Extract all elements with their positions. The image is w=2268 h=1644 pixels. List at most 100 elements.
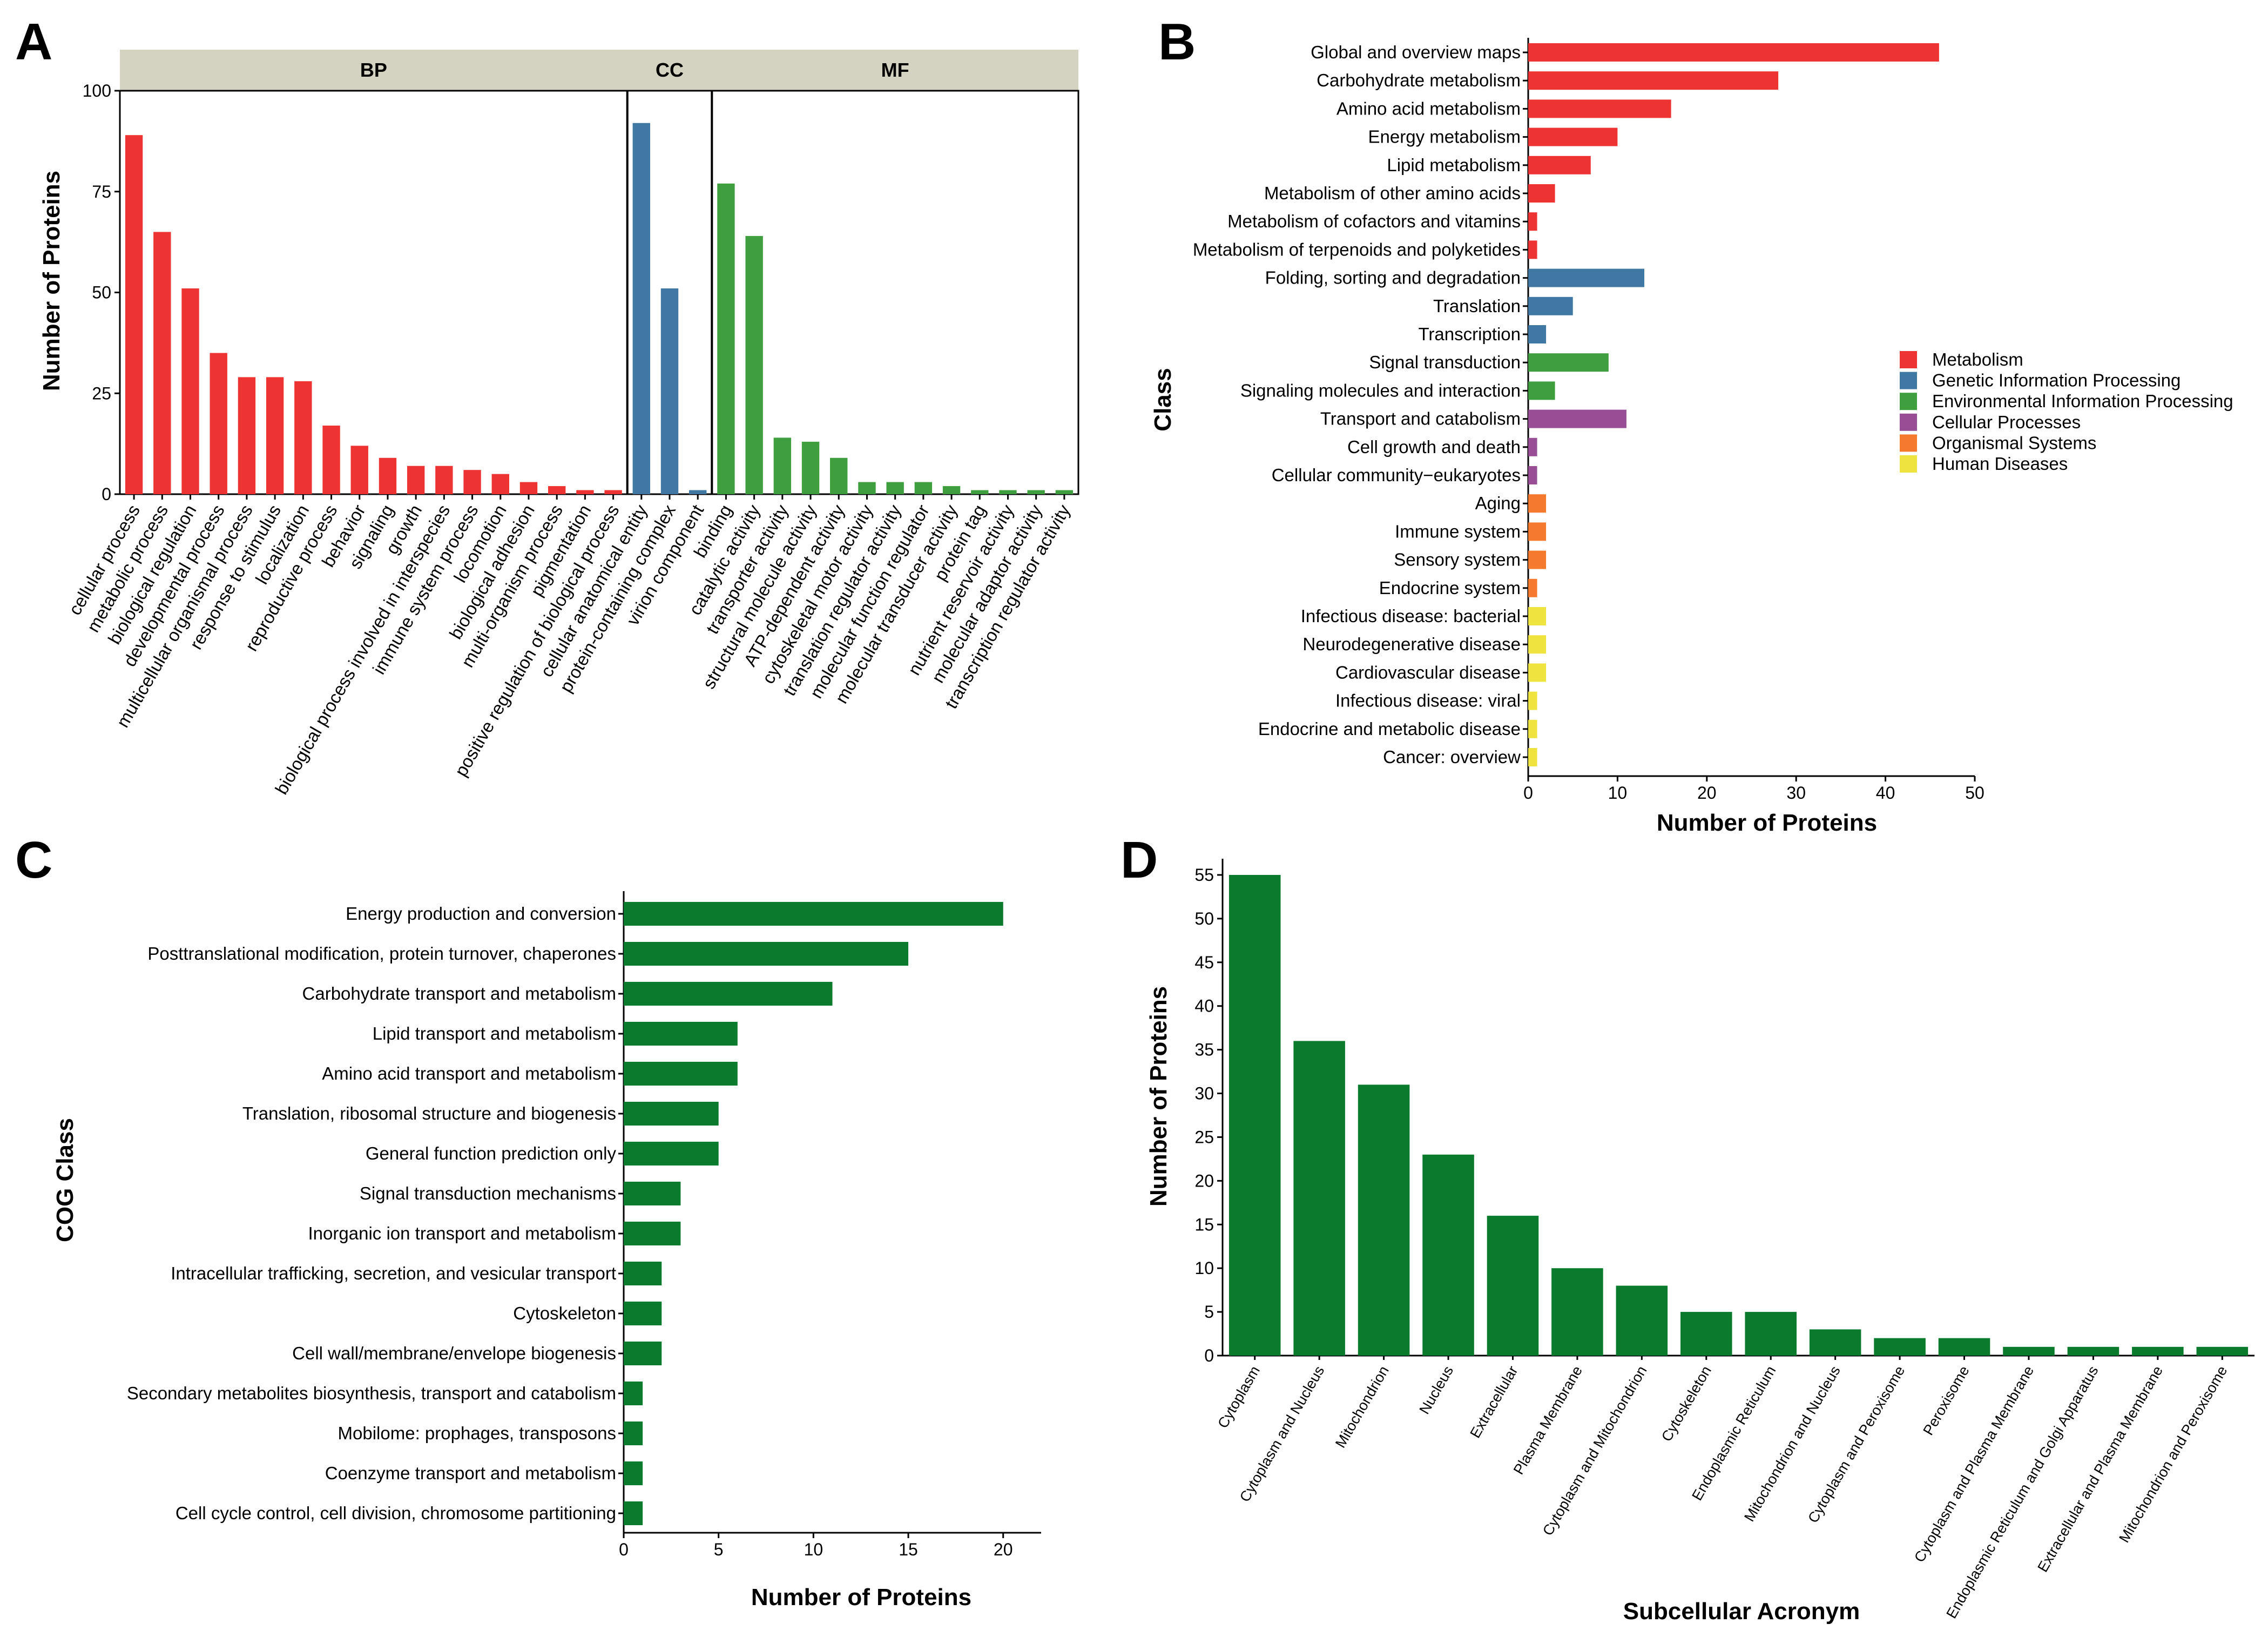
panel-b-legend-label: Organismal Systems <box>1932 433 2096 453</box>
panel-b-bar-endocrine-and-metabolic-disease <box>1528 719 1537 738</box>
panel-b-x-tick-label: 30 <box>1786 783 1806 803</box>
panel-d-bar-mitochondrion-and-nucleus <box>1809 1329 1861 1356</box>
panel-c-bar-secondary-metabolites-biosynthesis-transport-and-catabolism <box>624 1382 643 1405</box>
panel-c-x-tick-label: 15 <box>899 1540 918 1559</box>
panel-b-kegg-chart: Number of Proteins Class 0 10 20 30 40 50 Glob… <box>1150 38 2233 836</box>
panel-d-category-label: Peroxisome <box>1920 1363 1972 1438</box>
panel-b-bar-transcription <box>1528 325 1547 343</box>
panel-b-legend-swatch-metabolism <box>1900 351 1917 368</box>
panel-d-y-tick-label: 50 <box>1194 909 1214 928</box>
panel-b-bar-metabolism-of-terpenoids-and-polyketides <box>1528 240 1537 259</box>
panel-c-category-label: Cell wall/membrane/envelope biogenesis <box>292 1343 616 1363</box>
panel-b-category-label: Carbohydrate metabolism <box>1317 70 1521 90</box>
panel-b-x-tick-label: 40 <box>1876 783 1895 803</box>
panel-b-y-axis-title: Class <box>1150 368 1176 431</box>
panel-b-legend-label: Metabolism <box>1932 349 2023 369</box>
panel-d-y-tick-label: 35 <box>1194 1040 1214 1060</box>
panel-b-bar-neurodegenerative-disease <box>1528 635 1547 654</box>
panel-b-category-label: Cellular community−eukaryotes <box>1272 465 1521 485</box>
panel-d-bar-cytoplasm-and-nucleus <box>1293 1041 1345 1356</box>
panel-d-bar-extracellular-and-plasma-membrane <box>2132 1346 2184 1356</box>
panel-a-bar-locomotion <box>491 474 509 494</box>
panel-c-category-label: Cytoskeleton <box>513 1303 616 1323</box>
panel-a-bar-atp-dependent-activity <box>830 457 848 494</box>
panel-a-facet-label-bp: BP <box>360 59 387 81</box>
panel-c-bar-signal-transduction-mechanisms <box>624 1182 681 1205</box>
panel-b-x-tick-label: 20 <box>1697 783 1717 803</box>
panel-a-y-tick-label: 25 <box>92 383 111 403</box>
panel-b-category-label: Metabolism of other amino acids <box>1264 183 1521 203</box>
panel-b-bar-cancer-overview <box>1528 748 1537 766</box>
panel-b-bar-sensory-system <box>1528 550 1547 569</box>
panel-b-legend-swatch-cellular-processes <box>1900 413 1917 431</box>
panel-d-y-tick-label: 20 <box>1194 1171 1214 1190</box>
panel-d-y-tick-label: 15 <box>1194 1215 1214 1234</box>
panel-d-category-label: Cytoskeleton <box>1658 1363 1714 1444</box>
panel-d-y-tick-label: 45 <box>1194 953 1214 972</box>
panel-c-category-label: Signal transduction mechanisms <box>360 1183 616 1203</box>
panel-b-bar-endocrine-system <box>1528 578 1537 597</box>
panel-d-category-label: Nucleus <box>1416 1363 1456 1417</box>
panel-a-bar-metabolic-process <box>153 232 171 494</box>
panel-b-category-label: Energy metabolism <box>1368 127 1521 147</box>
panel-a-bar-protein-containing-complex <box>660 288 679 494</box>
panel-d-bar-endoplasmic-reticulum <box>1745 1312 1797 1356</box>
panel-b-bar-cell-growth-and-death <box>1528 437 1537 456</box>
panel-b-bar-translation <box>1528 297 1573 315</box>
panel-b-category-label: Transcription <box>1418 324 1521 344</box>
panel-a-bar-cellular-process <box>125 135 143 495</box>
panel-b-legend-label: Cellular Processes <box>1932 412 2081 432</box>
panel-d-category-label: Cytoplasm <box>1214 1363 1263 1431</box>
panel-c-bar-amino-acid-transport-and-metabolism <box>624 1062 738 1086</box>
panel-d-bar-nucleus <box>1422 1154 1474 1356</box>
panel-a-y-tick-label: 75 <box>92 182 111 201</box>
panel-letter-b: B <box>1158 13 1196 71</box>
panel-b-category-label: Infectious disease: bacterial <box>1301 606 1521 626</box>
panel-c-bar-inorganic-ion-transport-and-metabolism <box>624 1222 681 1245</box>
panel-c-bar-intracellular-trafficking-secretion-and-vesicular-transport <box>624 1262 662 1285</box>
panel-a-bar-biological-regulation <box>181 288 199 494</box>
panel-c-bar-translation-ribosomal-structure-and-biogenesis <box>624 1102 719 1126</box>
panel-d-bar-extracellular <box>1487 1216 1539 1356</box>
panel-a-bar-growth <box>407 466 425 494</box>
panel-d-bar-endoplasmic-reticulum-and-golgi-apparatus <box>2067 1346 2120 1356</box>
panel-b-category-label: Endocrine system <box>1379 578 1521 598</box>
panel-c-category-label: Posttranslational modification, protein … <box>147 944 616 964</box>
panel-a-bar-binding <box>717 183 735 494</box>
panel-a-bar-molecular-adaptor-activity <box>1027 490 1045 494</box>
panel-c-bar-general-function-prediction-only <box>624 1142 719 1165</box>
panel-a-bar-biological-adhesion <box>519 482 538 494</box>
panel-c-bar-cell-wall-membrane-envelope-biogenesis <box>624 1342 662 1365</box>
panel-letter-d: D <box>1120 831 1158 889</box>
panel-a-bar-positive-regulation-of-biological-process <box>604 490 622 494</box>
panel-c-category-label: General function prediction only <box>366 1143 617 1163</box>
panel-b-category-label: Cancer: overview <box>1383 747 1521 767</box>
panel-b-legend-label: Human Diseases <box>1932 454 2068 474</box>
panel-c-bar-mobilome-prophages-transposons <box>624 1421 643 1445</box>
panel-a-bar-localization <box>294 381 312 494</box>
panel-b-bar-transport-and-catabolism <box>1528 409 1626 428</box>
panel-b-bar-folding-sorting-and-degradation <box>1528 268 1645 287</box>
panel-c-bar-lipid-transport-and-metabolism <box>624 1022 738 1046</box>
panel-b-x-tick-label: 10 <box>1608 783 1628 803</box>
panel-d-y-tick-label: 40 <box>1194 996 1214 1016</box>
panel-d-category-label: Mitochondrion <box>1332 1363 1392 1451</box>
panel-c-x-tick-label: 5 <box>714 1540 724 1559</box>
panel-c-bar-cell-cycle-control-cell-division-chromosome-partitioning <box>624 1501 643 1525</box>
panel-b-bar-cellular-community-eukaryotes <box>1528 466 1537 484</box>
panel-a-plot-frame <box>119 90 1079 495</box>
panel-b-category-label: Metabolism of terpenoids and polyketides <box>1193 239 1521 259</box>
panel-a-bar-molecular-transducer-activity <box>942 486 961 494</box>
panel-b-category-label: Global and overview maps <box>1311 42 1521 62</box>
panel-b-bar-signaling-molecules-and-interaction <box>1528 381 1555 400</box>
panel-a-y-tick-label: 50 <box>92 283 111 302</box>
panel-c-x-tick-label: 10 <box>804 1540 824 1559</box>
panel-d-category-label: Cytoplasm and Plasma Membrane <box>1911 1363 2037 1565</box>
panel-a-bar-developmental-process <box>210 353 227 494</box>
panel-a-bar-structural-molecule-activity <box>801 441 820 494</box>
panel-b-bar-infectious-disease-bacterial <box>1528 607 1547 625</box>
panel-a-bar-immune-system-process <box>463 470 481 494</box>
panel-b-category-label: Signaling molecules and interaction <box>1240 380 1521 400</box>
